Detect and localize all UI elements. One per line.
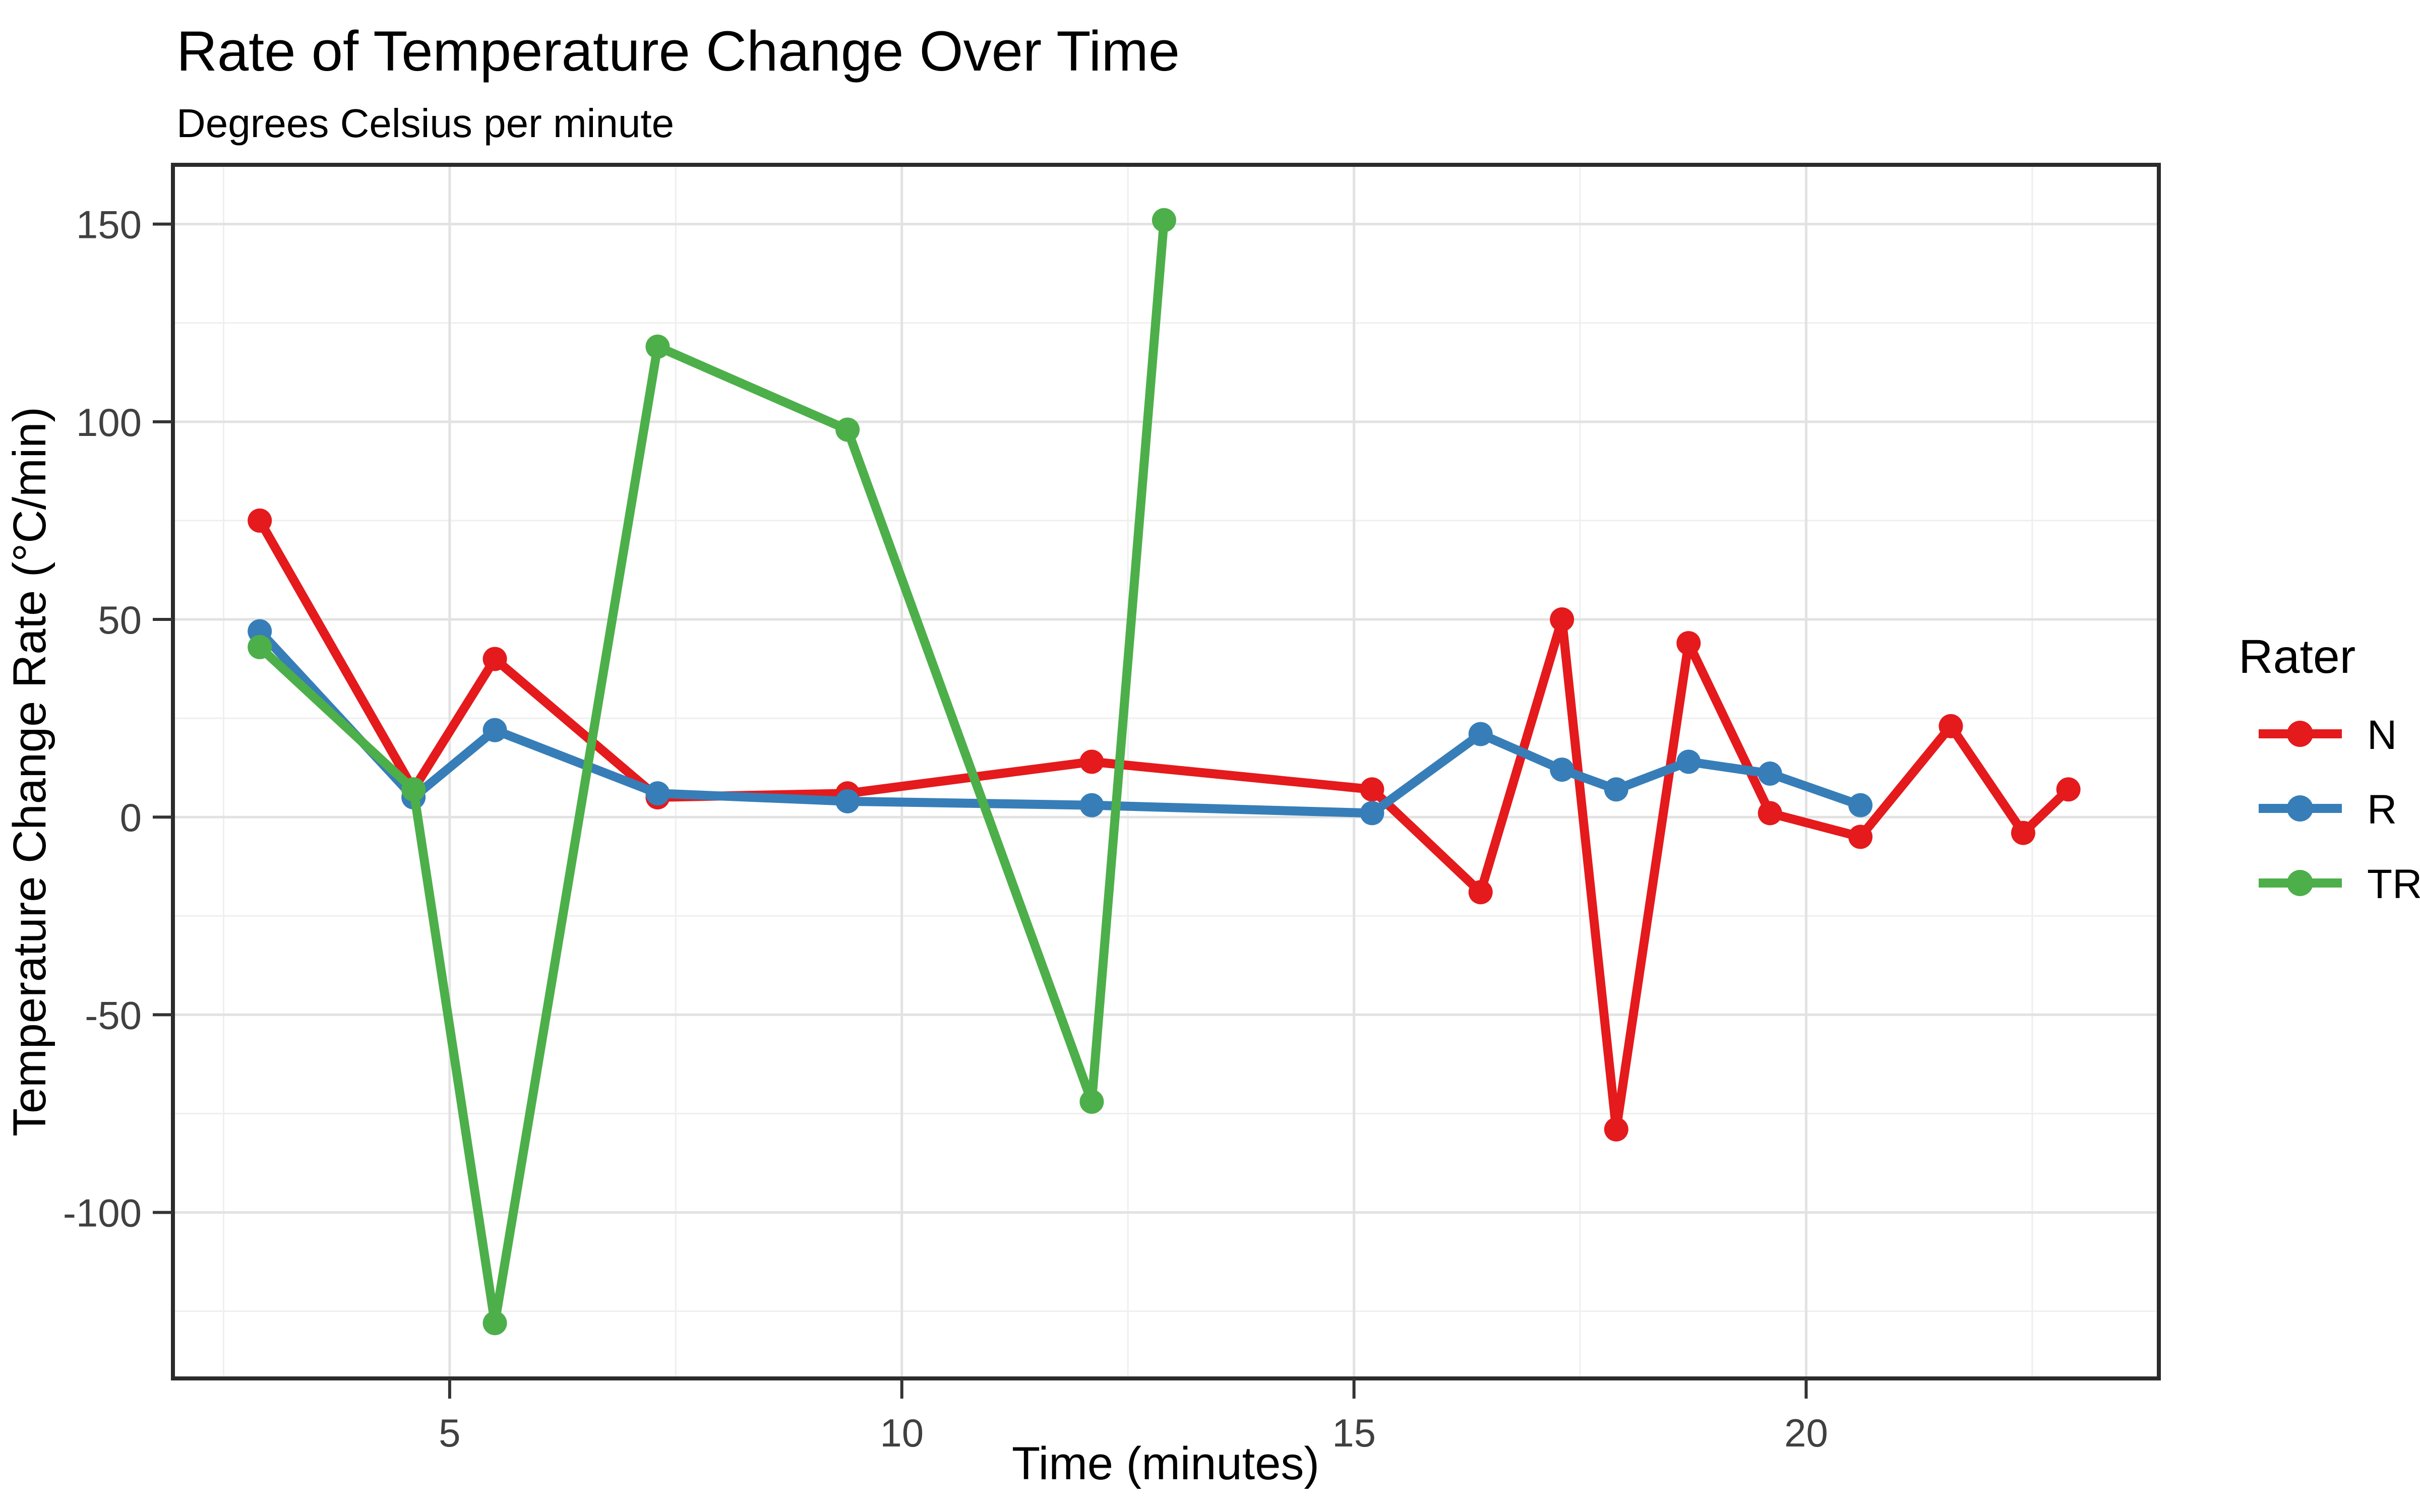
axis-tick-labels: 5 10 15 20 150 100 50 0 -50 -100 xyxy=(63,203,1828,1455)
y-tick-label: 150 xyxy=(76,203,142,247)
legend-label-TR: TR xyxy=(2367,861,2420,907)
data-point-R xyxy=(1550,758,1575,782)
data-point-N xyxy=(1079,749,1104,774)
data-point-N xyxy=(1939,714,1963,738)
data-point-R xyxy=(645,781,670,806)
data-point-N xyxy=(1360,777,1384,802)
legend-label-N: N xyxy=(2367,712,2397,758)
data-point-R xyxy=(1848,793,1873,817)
series-TR xyxy=(248,208,1176,1336)
data-point-R xyxy=(1676,749,1701,774)
legend-item-R: R xyxy=(2259,787,2397,833)
legend-label-R: R xyxy=(2367,787,2397,833)
data-point-R xyxy=(482,718,507,742)
panel-border xyxy=(171,163,2161,1380)
data-point-TR xyxy=(401,777,426,802)
x-tick-label: 10 xyxy=(880,1411,924,1455)
data-point-N xyxy=(482,647,507,671)
x-tick-label: 20 xyxy=(1784,1411,1828,1455)
series-layer xyxy=(248,208,2081,1336)
data-point-R xyxy=(1604,777,1628,802)
legend-item-TR: TR xyxy=(2259,861,2420,907)
data-point-N xyxy=(1848,825,1873,849)
data-point-N xyxy=(1468,880,1493,905)
gridlines-major xyxy=(173,165,2159,1378)
data-point-TR xyxy=(835,417,860,442)
legend-item-N: N xyxy=(2259,712,2397,758)
y-tick-label: 0 xyxy=(120,795,142,840)
legend-key-point-N xyxy=(2287,721,2313,747)
data-point-N xyxy=(2056,777,2081,802)
data-point-N xyxy=(1604,1117,1628,1142)
data-point-R xyxy=(1468,722,1493,746)
chart-title: Rate of Temperature Change Over Time xyxy=(176,20,1180,83)
legend: Rater NR TR xyxy=(2238,630,2420,907)
data-point-N xyxy=(1758,801,1782,826)
y-tick-label: 100 xyxy=(76,400,142,445)
data-point-N xyxy=(2011,821,2035,845)
data-point-TR xyxy=(482,1311,507,1336)
data-point-TR xyxy=(645,334,670,359)
y-tick-label: 50 xyxy=(98,598,142,642)
x-tick-label: 15 xyxy=(1332,1411,1376,1455)
data-point-R xyxy=(835,789,860,813)
data-point-TR xyxy=(248,635,272,659)
axis-ticks xyxy=(153,222,1808,1399)
data-point-R xyxy=(1758,761,1782,786)
y-axis-title: Temperature Change Rate (°C/min) xyxy=(4,407,55,1137)
data-point-TR xyxy=(1152,208,1176,232)
data-point-TR xyxy=(1079,1089,1104,1114)
y-tick-label: -100 xyxy=(63,1191,142,1235)
data-point-R xyxy=(1079,793,1104,817)
data-point-R xyxy=(1360,801,1384,826)
data-point-N xyxy=(1676,631,1701,656)
y-tick-label: -50 xyxy=(85,993,142,1037)
data-point-N xyxy=(1550,607,1575,632)
legend-key-point-R xyxy=(2287,795,2313,822)
x-axis-title: Time (minutes) xyxy=(1012,1438,1319,1489)
data-point-N xyxy=(248,508,272,533)
chart-subtitle: Degrees Celsius per minute xyxy=(176,101,674,146)
x-tick-label: 5 xyxy=(439,1411,460,1455)
series-R xyxy=(248,619,1873,826)
legend-key-point-TR xyxy=(2287,870,2313,896)
legend-title: Rater xyxy=(2238,630,2355,683)
